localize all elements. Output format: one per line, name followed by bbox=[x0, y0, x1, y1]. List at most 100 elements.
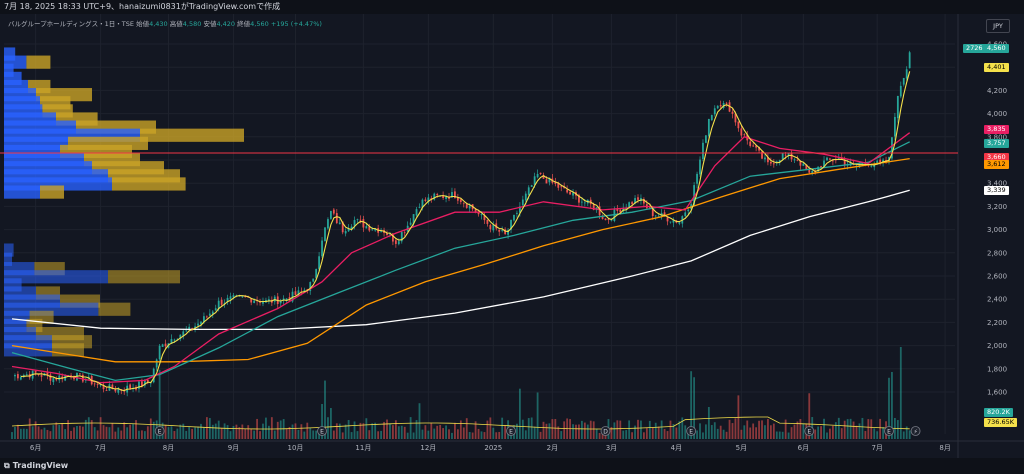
event-marker bbox=[686, 426, 697, 436]
candle-body bbox=[356, 219, 359, 220]
volume-bar bbox=[595, 428, 598, 439]
volume-bar bbox=[61, 423, 64, 439]
volume-bar bbox=[628, 420, 631, 439]
currency-button[interactable]: JPY bbox=[986, 19, 1010, 33]
volume-profile-sell bbox=[112, 177, 186, 191]
price-tick-label: 3,400 bbox=[987, 180, 1007, 188]
volume-bar bbox=[105, 426, 108, 439]
candle-body bbox=[521, 199, 524, 206]
volume-bar bbox=[158, 369, 161, 439]
volume-bar bbox=[102, 425, 105, 439]
volume-bar bbox=[123, 422, 126, 439]
volume-bar bbox=[28, 418, 31, 439]
volume-bar bbox=[34, 421, 37, 439]
candle-body bbox=[893, 116, 896, 137]
volume-bar bbox=[648, 420, 651, 439]
candle-body bbox=[758, 146, 760, 151]
volume-bar bbox=[400, 425, 403, 439]
volume-bar bbox=[808, 393, 811, 439]
candle-body bbox=[749, 141, 752, 146]
volume-bar bbox=[767, 419, 769, 439]
price-tick-label: 2,200 bbox=[987, 319, 1007, 327]
price-tick-label: 3,800 bbox=[987, 133, 1007, 141]
open-value: 4,430 bbox=[149, 20, 168, 28]
candle-body bbox=[324, 227, 326, 242]
volume-bar bbox=[796, 421, 799, 439]
volume-bar bbox=[557, 426, 560, 439]
volume-bar bbox=[40, 429, 43, 439]
volume-bar bbox=[820, 426, 822, 439]
candle-body bbox=[908, 52, 911, 69]
candle-body bbox=[226, 297, 229, 303]
candle-body bbox=[489, 224, 492, 230]
candle-body bbox=[684, 212, 687, 217]
volume-bar bbox=[126, 427, 129, 439]
volume-bar bbox=[406, 432, 409, 439]
volume-bar bbox=[527, 418, 530, 439]
tradingview-logo[interactable]: ⧉ TradingView bbox=[4, 461, 68, 471]
volume-bar bbox=[761, 420, 763, 439]
volume-bar bbox=[167, 427, 170, 439]
candle-body bbox=[217, 300, 220, 309]
candle-body bbox=[415, 209, 418, 216]
volume-bar bbox=[793, 424, 796, 439]
high-label: 高値 bbox=[169, 20, 183, 28]
volume-bar bbox=[858, 423, 861, 439]
volume-bar bbox=[580, 420, 583, 439]
price-chart[interactable]: 1,600 1,800 2,000 2,200 2,400 2,600 2,800 3,000… bbox=[0, 14, 1024, 458]
candle-body bbox=[164, 343, 167, 347]
candle-body bbox=[637, 197, 639, 200]
volume-bar bbox=[669, 420, 672, 439]
volume-bar bbox=[716, 428, 719, 439]
candle-body bbox=[504, 229, 507, 234]
volume-bar bbox=[170, 426, 173, 439]
candle-body bbox=[205, 316, 208, 318]
candle-body bbox=[580, 201, 583, 203]
candle-body bbox=[601, 216, 604, 219]
volume-bar bbox=[70, 430, 72, 439]
volume-bar bbox=[654, 422, 657, 439]
price-tick-label: 3,200 bbox=[987, 203, 1007, 211]
volume-bar bbox=[592, 421, 595, 439]
volume-bar bbox=[344, 424, 347, 439]
price-tag: 2726 bbox=[963, 44, 986, 54]
price-tag: 3,835 bbox=[984, 125, 1009, 135]
candle-body bbox=[510, 220, 512, 230]
candle-body bbox=[211, 311, 214, 315]
volume-bar bbox=[826, 432, 828, 439]
volume-bar bbox=[492, 427, 495, 439]
volume-bar bbox=[905, 426, 908, 439]
volume-bar bbox=[143, 431, 146, 439]
volume-bar bbox=[152, 421, 155, 439]
volume-bar bbox=[840, 428, 843, 439]
price-tick-label: 1,800 bbox=[987, 365, 1007, 373]
price-tick-label: 4,200 bbox=[987, 87, 1007, 95]
candle-body bbox=[350, 226, 353, 230]
volume-bar bbox=[787, 432, 790, 439]
candle-body bbox=[52, 378, 55, 383]
candle-body bbox=[740, 128, 743, 136]
candle-body bbox=[767, 157, 769, 163]
volume-bar bbox=[138, 430, 140, 439]
volume-bar bbox=[660, 420, 663, 439]
candle-body bbox=[197, 323, 199, 326]
volume-bar bbox=[657, 426, 660, 439]
candle-body bbox=[731, 111, 734, 114]
volume-bar bbox=[350, 432, 353, 439]
candle-body bbox=[138, 381, 140, 389]
volume-bar bbox=[365, 418, 368, 439]
moving-average-line bbox=[11, 141, 910, 382]
price-tag: 4,401 bbox=[984, 62, 1009, 72]
candle-body bbox=[778, 160, 781, 163]
candle-body bbox=[418, 206, 421, 208]
volume-bar bbox=[386, 419, 388, 439]
volume-bar bbox=[864, 431, 867, 439]
price-tick-label: 4,000 bbox=[987, 110, 1007, 118]
volume-profile-buy bbox=[4, 252, 12, 266]
candle-body bbox=[761, 151, 763, 159]
candle-body bbox=[241, 296, 244, 298]
candle-body bbox=[598, 206, 601, 216]
candle-body bbox=[421, 199, 424, 208]
candle-body bbox=[285, 298, 288, 300]
candle-body bbox=[312, 278, 315, 282]
